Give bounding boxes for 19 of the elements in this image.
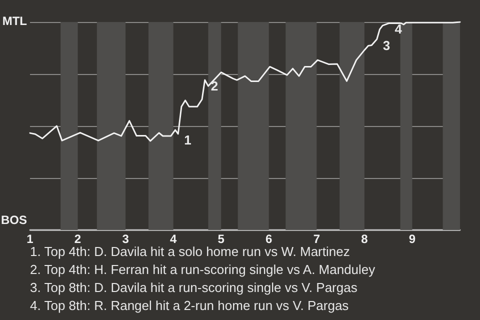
x-tick-label: 7 <box>313 232 320 246</box>
x-tick-label: 1 <box>26 232 34 246</box>
text: 4. Top 8th: R. Rangel hit a 2-run home run vs V. Pargas <box>30 298 350 313</box>
x-tick-label: 2 <box>74 232 82 246</box>
annotation: 2 <box>210 78 218 94</box>
x-tick-label: 3 <box>122 232 130 246</box>
annotation: 3 <box>382 38 390 53</box>
annotation: 4 <box>394 22 403 37</box>
text: BOS <box>0 213 28 227</box>
x-tick-label: 5 <box>218 232 225 246</box>
text: 3. Top 8th: D. Davila hit a run-scoring single vs V. Pargas <box>30 280 358 295</box>
x-tick-label: 6 <box>266 232 273 246</box>
x-tick-label: 9 <box>408 232 416 246</box>
text: 2. Top 4th: H. Ferran hit a run-scoring single vs A. Manduley <box>30 262 376 277</box>
x-tick-label: 8 <box>361 232 368 246</box>
annotation: 1 <box>184 132 192 148</box>
text: 1. Top 4th: D. Davila hit a solo home run vs W. Martinez <box>30 244 350 259</box>
text: MTL <box>2 14 27 28</box>
x-tick-label: 4 <box>170 232 177 246</box>
